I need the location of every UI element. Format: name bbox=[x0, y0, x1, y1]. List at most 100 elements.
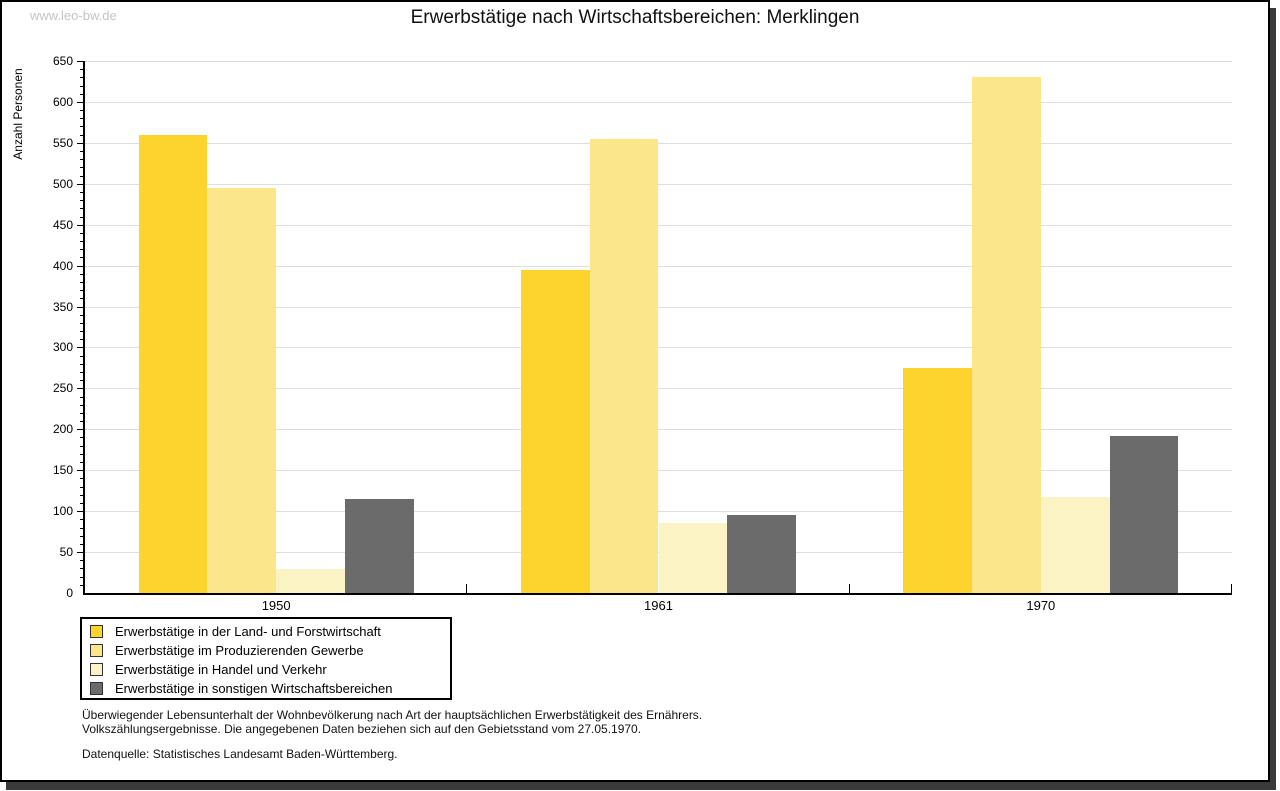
y-minor-tick bbox=[80, 543, 83, 545]
legend-item: Erwerbstätige in Handel und Verkehr bbox=[90, 660, 450, 679]
y-major-tick bbox=[77, 306, 83, 308]
y-minor-tick bbox=[80, 478, 83, 480]
y-minor-tick bbox=[80, 85, 83, 87]
gridline bbox=[85, 142, 1232, 144]
watermark: www.leo-bw.de bbox=[30, 8, 117, 23]
y-minor-tick bbox=[80, 584, 83, 586]
legend-label: Erwerbstätige in sonstigen Wirtschaftsbe… bbox=[115, 681, 393, 696]
legend-label: Erwerbstätige in Handel und Verkehr bbox=[115, 662, 327, 677]
y-minor-tick bbox=[80, 118, 83, 120]
legend-swatch-icon bbox=[90, 682, 103, 695]
y-minor-tick bbox=[80, 151, 83, 153]
gridline bbox=[85, 306, 1232, 308]
legend-item: Erwerbstätige in der Land- und Forstwirt… bbox=[90, 622, 450, 641]
y-tick-label: 250 bbox=[52, 381, 73, 396]
y-minor-tick bbox=[80, 462, 83, 464]
y-minor-tick bbox=[80, 110, 83, 112]
gridline bbox=[85, 61, 1232, 62]
y-minor-tick bbox=[80, 298, 83, 300]
y-minor-tick bbox=[80, 216, 83, 218]
y-minor-tick bbox=[80, 257, 83, 259]
y-minor-tick bbox=[80, 404, 83, 406]
y-major-tick bbox=[77, 265, 83, 267]
y-minor-tick bbox=[80, 453, 83, 455]
y-minor-tick bbox=[80, 249, 83, 251]
bar bbox=[276, 569, 345, 593]
y-minor-tick bbox=[80, 355, 83, 357]
y-minor-tick bbox=[80, 200, 83, 202]
y-minor-tick bbox=[80, 93, 83, 95]
legend-label: Erwerbstätige im Produzierenden Gewerbe bbox=[115, 643, 364, 658]
gridline bbox=[85, 265, 1232, 267]
y-minor-tick bbox=[80, 437, 83, 439]
y-minor-tick bbox=[80, 363, 83, 365]
y-minor-tick bbox=[80, 126, 83, 128]
y-tick-label: 500 bbox=[52, 176, 73, 191]
bar bbox=[207, 187, 277, 593]
x-boundary-tick bbox=[1231, 584, 1232, 593]
bar bbox=[520, 269, 590, 593]
y-minor-tick bbox=[80, 502, 83, 504]
y-minor-tick bbox=[80, 576, 83, 578]
legend-item: Erwerbstätige in sonstigen Wirtschaftsbe… bbox=[90, 679, 450, 698]
y-minor-tick bbox=[80, 560, 83, 562]
gridline bbox=[85, 347, 1232, 349]
gridline bbox=[85, 101, 1232, 103]
y-major-tick bbox=[77, 101, 83, 103]
y-tick-label: 0 bbox=[66, 586, 73, 600]
bar bbox=[972, 77, 1041, 593]
y-minor-tick bbox=[80, 331, 83, 333]
legend-swatch-icon bbox=[90, 663, 103, 676]
y-minor-tick bbox=[80, 191, 83, 193]
y-minor-tick bbox=[80, 486, 83, 488]
y-tick-label: 550 bbox=[52, 135, 73, 150]
y-major-tick bbox=[77, 511, 83, 513]
y-minor-tick bbox=[80, 208, 83, 210]
x-tick-label: 1950 bbox=[261, 598, 291, 613]
y-tick-label: 150 bbox=[52, 463, 73, 478]
plot-area: 0 50 100 150 200 250 300 350 400 450 500 550 600 650 1… bbox=[53, 54, 1232, 613]
y-minor-tick bbox=[80, 535, 83, 537]
y-tick-label: 50 bbox=[59, 545, 73, 560]
y-minor-tick bbox=[80, 527, 83, 529]
bar bbox=[903, 367, 972, 593]
note-line-2: Volkszählungsergebnisse. Die angegebenen… bbox=[82, 722, 642, 736]
y-minor-tick bbox=[80, 159, 83, 161]
y-minor-tick bbox=[80, 372, 83, 373]
y-major-tick bbox=[77, 224, 83, 226]
y-tick-label: 200 bbox=[52, 422, 73, 437]
bar bbox=[1040, 497, 1110, 593]
y-tick-label: 600 bbox=[52, 94, 73, 109]
legend-item: Erwerbstätige im Produzierenden Gewerbe bbox=[90, 641, 450, 660]
y-major-tick bbox=[77, 61, 83, 62]
y-minor-tick bbox=[80, 519, 83, 521]
gridline bbox=[85, 224, 1232, 226]
y-minor-tick bbox=[80, 339, 83, 341]
legend-swatch-icon bbox=[90, 625, 103, 638]
y-tick-label: 400 bbox=[52, 258, 73, 273]
y-major-tick bbox=[77, 429, 83, 431]
page-title: Erwerbstätige nach Wirtschaftsbereichen:… bbox=[410, 7, 860, 28]
data-source-note: Datenquelle: Statistisches Landesamt Bad… bbox=[82, 747, 398, 761]
y-minor-tick bbox=[80, 281, 83, 283]
gridline bbox=[85, 183, 1232, 185]
gridline bbox=[85, 429, 1232, 431]
y-tick-label: 350 bbox=[52, 299, 73, 314]
y-minor-tick bbox=[80, 175, 83, 177]
bar bbox=[1109, 435, 1179, 593]
y-minor-tick bbox=[80, 380, 83, 382]
y-minor-tick bbox=[80, 69, 83, 71]
y-minor-tick bbox=[80, 494, 83, 496]
y-major-tick bbox=[77, 142, 83, 144]
y-minor-tick bbox=[80, 322, 83, 324]
y-minor-tick bbox=[80, 412, 83, 414]
bar bbox=[658, 522, 728, 593]
y-tick-label: 100 bbox=[52, 504, 73, 519]
y-major-tick bbox=[77, 552, 83, 554]
x-tick-label: 1970 bbox=[1026, 598, 1056, 613]
gridline bbox=[85, 470, 1232, 472]
legend: Erwerbstätige in der Land- und Forstwirt… bbox=[80, 617, 452, 700]
gridline bbox=[85, 511, 1232, 513]
y-minor-tick bbox=[80, 273, 83, 275]
